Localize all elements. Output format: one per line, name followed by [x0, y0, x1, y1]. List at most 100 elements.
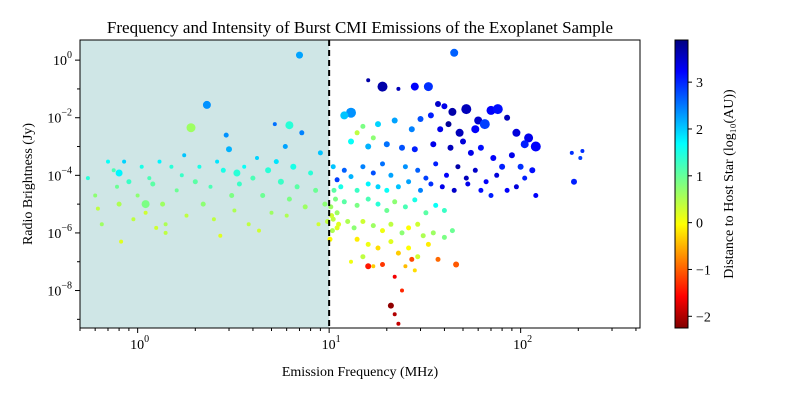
data-point: [370, 223, 376, 229]
data-point: [420, 233, 426, 239]
data-point: [391, 117, 398, 124]
y-tick-label: 10−4: [47, 165, 72, 184]
data-point: [365, 181, 371, 187]
data-point: [399, 144, 405, 151]
data-point: [499, 163, 506, 170]
data-point: [360, 219, 366, 224]
data-point: [294, 184, 300, 190]
data-point: [126, 179, 132, 185]
data-point: [388, 172, 394, 178]
data-point: [427, 112, 434, 119]
data-point: [93, 193, 98, 198]
data-point: [131, 217, 136, 222]
data-point: [406, 225, 412, 231]
data-point: [384, 187, 390, 193]
data-point: [197, 164, 202, 169]
data-point: [265, 167, 272, 174]
data-point: [402, 164, 408, 170]
y-tick-label: 10−2: [47, 108, 72, 127]
data-point: [215, 159, 220, 164]
data-point: [410, 82, 419, 91]
data-point: [412, 268, 417, 273]
data-point: [366, 78, 371, 83]
data-point: [370, 135, 376, 141]
data-point: [334, 177, 340, 183]
data-point: [106, 159, 110, 164]
data-point: [494, 172, 500, 178]
data-point: [409, 256, 415, 262]
data-point: [512, 128, 521, 137]
data-point: [415, 254, 421, 260]
data-point: [365, 143, 372, 150]
data-point: [163, 230, 168, 235]
data-point: [388, 239, 394, 245]
data-point: [504, 187, 510, 193]
data-point: [365, 263, 372, 270]
data-point: [316, 222, 321, 227]
data-point: [517, 163, 524, 170]
data-point: [428, 181, 434, 187]
data-point: [348, 174, 354, 180]
data-point: [365, 196, 371, 202]
data-point: [408, 126, 415, 133]
data-point: [461, 104, 472, 115]
data-point: [449, 228, 455, 234]
data-point: [232, 208, 237, 213]
data-point: [317, 150, 323, 156]
data-point: [571, 178, 577, 185]
data-point: [375, 245, 381, 251]
data-point: [396, 86, 401, 91]
data-point: [451, 187, 457, 193]
data-point: [513, 184, 519, 190]
data-point: [313, 187, 319, 193]
data-point: [282, 144, 288, 149]
data-point: [322, 201, 328, 207]
data-point: [433, 161, 439, 167]
x-axis-label: Emission Frequency (MHz): [282, 365, 439, 380]
data-point: [504, 114, 511, 121]
data-point: [455, 164, 461, 170]
data-point: [338, 184, 344, 190]
data-point: [329, 228, 335, 234]
data-point: [184, 213, 189, 218]
data-point: [331, 187, 337, 193]
y-tick-label: 100: [53, 50, 72, 69]
data-point: [384, 208, 390, 213]
data-point: [200, 201, 206, 207]
data-point: [223, 132, 229, 138]
y-axis: 100 10−2 10−4 10−6 10−8: [47, 50, 80, 320]
data-point: [370, 170, 376, 176]
data-point: [250, 175, 256, 181]
data-point: [360, 254, 366, 260]
x-axis: 100 101 102: [79, 328, 637, 353]
data-point: [246, 222, 251, 227]
data-point: [192, 179, 198, 185]
data-point: [400, 288, 404, 293]
x-tick-label: 102: [513, 334, 532, 353]
colorbar-tick-label: 1: [696, 170, 703, 185]
data-point: [380, 161, 385, 167]
data-point: [208, 184, 213, 189]
data-point: [478, 187, 484, 193]
data-point: [437, 126, 444, 133]
data-point: [111, 168, 116, 173]
data-point: [348, 138, 354, 145]
data-point: [211, 217, 216, 222]
data-point: [285, 121, 294, 130]
data-point: [255, 156, 259, 160]
data-point: [99, 222, 104, 227]
data-point: [441, 103, 448, 110]
data-point: [463, 175, 469, 181]
data-point: [569, 150, 574, 155]
data-point: [354, 236, 360, 242]
data-point: [290, 163, 297, 170]
data-point: [383, 141, 390, 148]
data-point: [157, 159, 162, 164]
data-point: [141, 200, 150, 209]
shaded-region: [80, 40, 330, 328]
data-point: [433, 202, 439, 208]
data-point: [345, 219, 351, 224]
data-point: [360, 123, 366, 129]
data-point: [533, 193, 539, 198]
